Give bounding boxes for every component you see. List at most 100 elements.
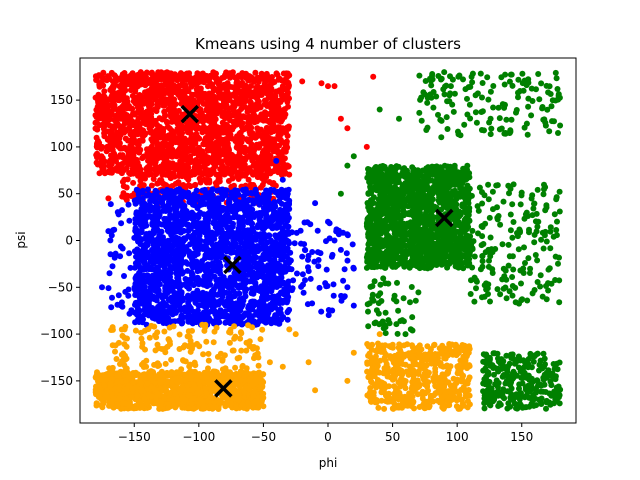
scatter-point — [163, 258, 170, 265]
scatter-point — [275, 320, 282, 327]
scatter-point — [224, 143, 231, 150]
scatter-point — [267, 88, 274, 95]
scatter-point — [261, 130, 268, 137]
scatter-point — [169, 196, 176, 203]
scatter-point — [105, 97, 111, 103]
scatter-point — [245, 119, 252, 126]
scatter-point — [159, 88, 166, 95]
scatter-point — [288, 266, 295, 273]
scatter-point — [216, 175, 223, 182]
scatter-point — [250, 290, 257, 297]
scatter-point — [254, 159, 260, 166]
scatter-point — [194, 287, 201, 294]
scatter-point — [255, 77, 262, 83]
scatter-point — [344, 231, 351, 238]
scatter-point — [256, 213, 263, 219]
scatter-point — [370, 73, 377, 80]
scatter-point — [188, 158, 195, 165]
scatter-point — [210, 198, 217, 204]
scatter-point — [263, 159, 270, 166]
scatter-point — [269, 242, 276, 249]
scatter-point — [210, 166, 217, 172]
scatter-point — [135, 166, 142, 173]
scatter-point — [199, 311, 206, 318]
scatter-point — [174, 88, 181, 95]
scatter-point — [270, 299, 276, 306]
scatter-point — [201, 229, 208, 236]
scatter-point — [111, 254, 118, 261]
scatter-point — [258, 165, 265, 172]
scatter-point — [197, 295, 204, 302]
scatter-point — [231, 112, 238, 119]
scatter-point — [200, 302, 207, 309]
scatter-point — [153, 267, 160, 274]
scatter-point — [121, 176, 128, 183]
scatter-point — [95, 114, 102, 121]
scatter-point — [185, 139, 192, 146]
scatter-point — [117, 76, 123, 83]
scatter-point — [167, 175, 174, 182]
scatter-point — [305, 268, 312, 275]
scatter-point — [239, 214, 246, 221]
scatter-point — [178, 312, 185, 319]
scatter-point — [186, 249, 193, 255]
scatter-point — [109, 294, 115, 301]
scatter-point — [195, 163, 202, 170]
scatter-point — [264, 146, 271, 153]
scatter-point — [141, 214, 148, 221]
scatter-point — [214, 134, 221, 140]
scatter-point — [194, 124, 201, 131]
scatter-point — [163, 309, 170, 316]
scatter-point — [343, 250, 350, 257]
scatter-point — [263, 152, 270, 159]
scatter-point — [142, 82, 149, 89]
scatter-point — [274, 222, 281, 229]
scatter-point — [167, 151, 174, 158]
scatter-point — [226, 70, 233, 77]
scatter-point — [210, 149, 217, 155]
scatter-point — [207, 73, 213, 79]
scatter-point — [258, 111, 265, 118]
scatter-point — [246, 314, 253, 321]
scatter-point — [241, 242, 248, 249]
scatter-point — [179, 113, 186, 120]
scatter-point — [164, 75, 171, 82]
scatter-point — [215, 154, 222, 161]
scatter-point — [112, 140, 119, 147]
scatter-point — [233, 144, 240, 151]
scatter-point — [344, 125, 351, 132]
scatter-point — [170, 161, 176, 168]
scatter-point — [251, 119, 258, 126]
scatter-point — [240, 162, 247, 169]
scatter-point — [154, 180, 161, 187]
scatter-point — [283, 297, 290, 304]
scatter-point — [157, 132, 164, 138]
scatter-point — [236, 150, 243, 157]
scatter-point — [298, 240, 304, 247]
scatter-point — [149, 221, 156, 228]
scatter-point — [200, 141, 207, 148]
scatter-point — [133, 287, 139, 294]
scatter-point — [135, 103, 142, 109]
scatter-point — [333, 228, 340, 235]
scatter-point — [273, 157, 280, 164]
scatter-point — [166, 89, 173, 96]
scatter-point — [147, 171, 154, 178]
scatter-point — [282, 111, 289, 118]
scatter-point — [278, 171, 285, 178]
scatter-point — [125, 80, 132, 87]
scatter-point — [154, 104, 161, 110]
scatter-point — [241, 148, 248, 155]
scatter-point — [212, 116, 219, 123]
scatter-point — [147, 207, 154, 214]
scatter-point — [129, 135, 136, 142]
scatter-point — [252, 311, 259, 318]
scatter-point — [211, 161, 218, 167]
scatter-point — [312, 200, 319, 207]
scatter-point — [237, 203, 244, 210]
scatter-point — [180, 182, 187, 188]
scatter-point — [236, 247, 243, 254]
scatter-point — [130, 179, 137, 186]
scatter-point — [169, 221, 176, 228]
